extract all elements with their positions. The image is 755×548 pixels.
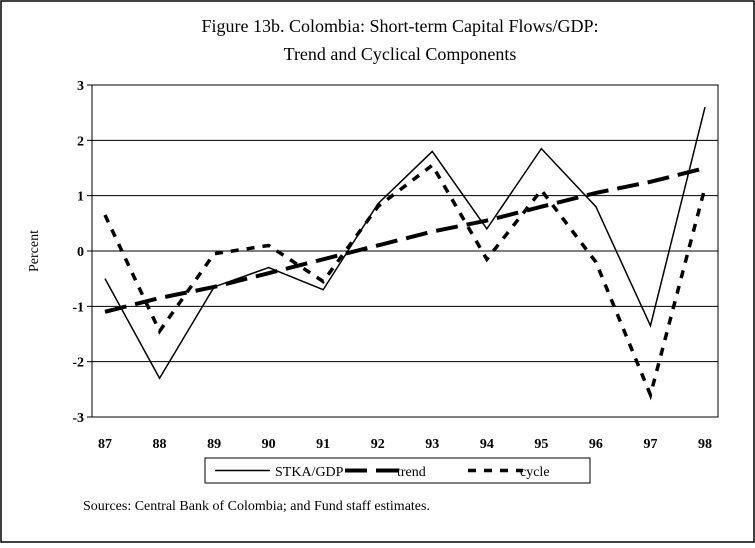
chart-title: Figure 13b. Colombia: Short-term Capital… <box>202 16 599 36</box>
x-tick-label: 92 <box>371 437 385 452</box>
legend-label: cycle <box>520 465 550 480</box>
series-line <box>104 106 706 380</box>
y-tick-label: -1 <box>72 300 84 315</box>
x-tick-label: 93 <box>425 437 439 452</box>
source-note: Sources: Central Bank of Colombia; and F… <box>83 499 430 514</box>
x-tick-label: 97 <box>643 437 657 452</box>
legend-label: trend <box>397 465 426 480</box>
chart-subtitle: Trend and Cyclical Components <box>284 44 517 64</box>
x-tick-label: 87 <box>98 437 112 452</box>
x-tick-label: 89 <box>207 437 221 452</box>
y-tick-label: 2 <box>77 134 84 149</box>
x-tick-label: 88 <box>153 437 167 452</box>
y-tick-label: 0 <box>77 245 84 260</box>
y-tick-label: -3 <box>72 411 84 426</box>
y-tick-label: 3 <box>77 79 84 94</box>
x-tick-label: 96 <box>589 437 603 452</box>
x-tick-label: 98 <box>698 437 712 452</box>
x-tick-label: 90 <box>262 437 276 452</box>
x-tick-label: 91 <box>316 437 330 452</box>
y-tick-label: 1 <box>77 190 84 205</box>
y-tick-label: -2 <box>72 356 84 371</box>
series-line <box>103 162 707 401</box>
series-line <box>104 166 706 314</box>
x-tick-label: 95 <box>534 437 548 452</box>
y-axis-label: Percent <box>27 230 42 272</box>
x-tick-label: 94 <box>480 437 494 452</box>
legend-label: STKA/GDP <box>275 465 344 480</box>
